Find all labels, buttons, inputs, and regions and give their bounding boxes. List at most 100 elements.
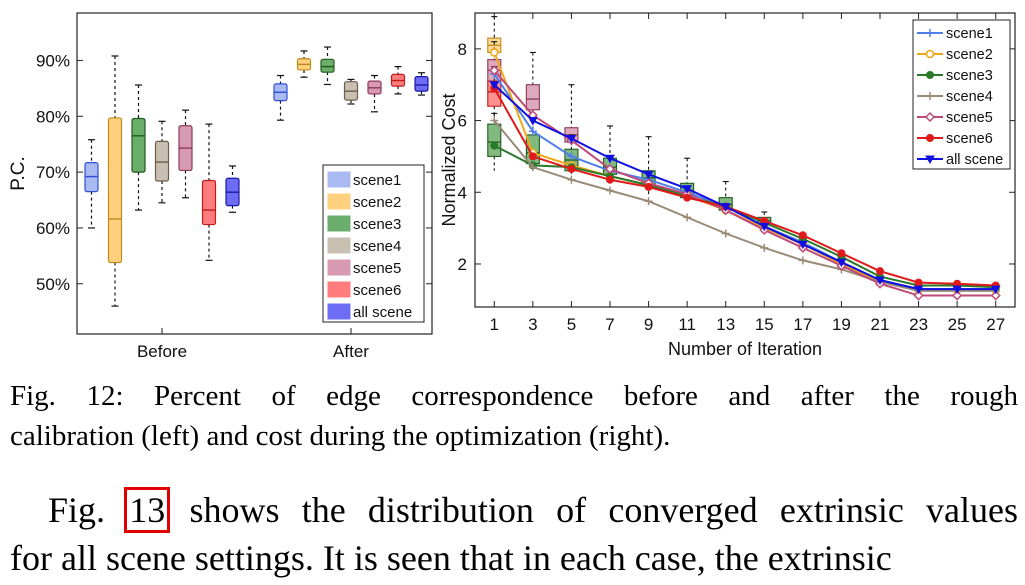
point-scene4-x13: [721, 229, 730, 238]
caption-line-2: calibration (left) and cost during the o…: [10, 420, 671, 452]
box-scene3-after: [320, 58, 335, 73]
x-tick-label: 3: [528, 315, 537, 334]
legend-swatch-scene2: [327, 193, 351, 210]
x-tick-label: 7: [605, 315, 614, 334]
point-scene4-x1: [490, 116, 499, 125]
figure-caption: Fig. 12: Percent of edge correspondence …: [10, 376, 1018, 456]
legend-label-scene5: scene5: [946, 110, 993, 126]
y-tick-label: 4: [458, 183, 467, 202]
point-scene4-x7: [606, 186, 614, 195]
point-scene4-x5: [567, 175, 576, 184]
point-scene5-x7: [604, 163, 616, 175]
y-tick-label: 80%: [36, 107, 70, 126]
legend-label-scene3: scene3: [946, 68, 993, 84]
x-tick-label: 21: [871, 315, 890, 334]
point-scene2-x1: [489, 48, 499, 57]
x-tick-label: 9: [644, 315, 653, 334]
body-line-1-post: shows the distribution of converged extr…: [167, 490, 1018, 530]
cost-box-iter-3-4: [525, 84, 540, 111]
x-tick-label: 23: [909, 315, 928, 334]
point-scene6-x23: [914, 278, 923, 287]
point-scene6-x11: [683, 193, 692, 202]
legend-label-scene1: scene1: [353, 172, 401, 189]
point-scene6-x19: [837, 249, 846, 258]
legend-marker-scene2: [925, 49, 935, 59]
legend-label-all-scene: all scene: [946, 152, 1003, 168]
point-scene3-x1: [490, 141, 499, 150]
legend-marker-all-scene: [925, 155, 935, 165]
point-all-scene-x17: [797, 240, 808, 250]
x-axis-label: Number of Iteration: [668, 339, 822, 359]
legend-marker-scene3: [926, 71, 934, 79]
point-scene1-x3: [528, 127, 537, 136]
x-tick-label: Before: [137, 342, 187, 361]
body-paragraph: Fig. 13 shows the distribution of conver…: [10, 486, 1018, 582]
series-line-scene6: [493, 87, 996, 287]
legend: scene1 scene2 scene3 scene4 scene5 scene6 all …: [912, 19, 1011, 170]
legend-label-scene2: scene2: [946, 47, 993, 63]
point-all-scene-x23: [913, 285, 924, 295]
x-tick-label: 13: [716, 315, 735, 334]
point-all-scene-x19: [836, 258, 847, 268]
point-scene6-x9: [644, 182, 653, 191]
point-scene4-x3: [528, 163, 537, 172]
x-tick-label: 15: [755, 315, 774, 334]
point-scene4-x15: [760, 243, 769, 252]
legend-marker-scene6: [926, 134, 934, 142]
series-line-scene5: [493, 69, 996, 297]
point-all-scene-x9: [643, 170, 654, 180]
point-all-scene-x3: [527, 117, 538, 126]
legend-swatch-scene5: [327, 259, 351, 276]
box-scene6-before: [201, 179, 217, 226]
box-scene3-before: [131, 117, 146, 173]
legend-label-scene4: scene4: [946, 89, 993, 105]
body-line-1: Fig. 13 shows the distribution of conver…: [10, 486, 1018, 534]
legend-marker-scene1: [926, 29, 934, 37]
legend-swatch-scene3: [327, 215, 351, 232]
point-scene4-x17: [798, 256, 807, 265]
point-all-scene-x15: [759, 222, 770, 232]
series-all-scene: [489, 81, 1001, 295]
point-scene4-x11: [683, 213, 692, 222]
x-tick-label: 19: [832, 315, 851, 334]
y-tick-label: 2: [458, 255, 467, 274]
point-scene4-x9: [644, 197, 653, 206]
point-all-scene-x25: [952, 285, 963, 295]
y-axis-label: Normalized Cost: [439, 93, 459, 226]
point-scene5-x25: [952, 290, 963, 301]
legend-swatch-scene1: [327, 171, 351, 188]
x-tick-label: 1: [490, 315, 499, 334]
point-all-scene-x21: [875, 276, 885, 286]
box-scene4-before: [154, 140, 170, 182]
legend-label-scene3: scene3: [353, 216, 401, 233]
x-tick-label: After: [333, 342, 369, 361]
point-scene6-x7: [606, 175, 614, 184]
point-scene6-x3: [528, 152, 537, 161]
series-line-scene4: [493, 119, 996, 292]
point-scene1-x5: [567, 152, 576, 161]
legend-box: [912, 19, 1011, 170]
cost-box-iter-1-3: [487, 123, 502, 157]
figure-reference-link[interactable]: 13: [124, 487, 171, 533]
legend-swatch-scene6: [327, 281, 351, 298]
series-scene6: [490, 84, 1000, 290]
legend-label-scene1: scene1: [946, 26, 993, 42]
caption-line-1: Fig. 12: Percent of edge correspondence …: [10, 380, 1018, 412]
legend-marker-scene5: [924, 111, 936, 123]
point-all-scene-x27: [990, 285, 1001, 295]
boxplot-chart: 50%60%70%80%90%P.C.Before Afterscene1scen…: [8, 12, 433, 361]
figure-12: 50%60%70%80%90%P.C.Before Afterscene1scen…: [8, 12, 1016, 361]
y-tick-label: 90%: [36, 51, 70, 70]
legend-swatch-all-scene: [327, 303, 351, 320]
y-tick-label: 8: [458, 40, 467, 59]
x-tick-label: 11: [678, 315, 696, 334]
box-scene2-before: [107, 117, 123, 264]
legend-marker-scene4: [926, 92, 934, 100]
x-tick-label: 17: [793, 315, 812, 334]
point-all-scene-x13: [720, 203, 731, 212]
legend-label-scene5: scene5: [353, 260, 401, 277]
x-tick-label: 27: [986, 315, 1005, 334]
legend-label-scene2: scene2: [353, 194, 401, 211]
body-line-2: for all scene settings. It is seen that …: [10, 538, 892, 578]
body-line-1-pre: Fig.: [48, 490, 128, 530]
